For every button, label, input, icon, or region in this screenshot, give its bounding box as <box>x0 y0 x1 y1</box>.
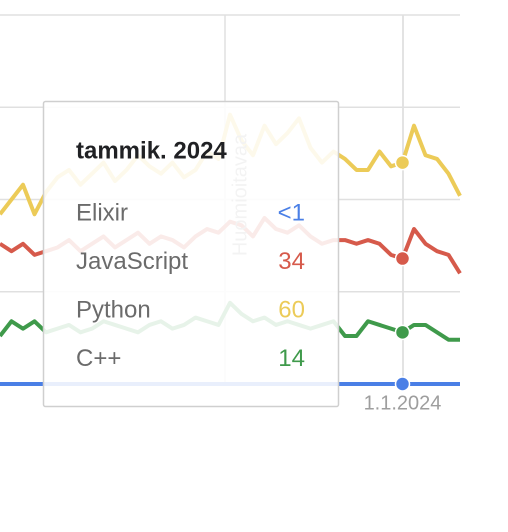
hover-dot <box>394 250 411 267</box>
hover-dot <box>394 154 411 171</box>
tooltip-series-name: JavaScript <box>76 248 188 275</box>
tooltip-series-name: C++ <box>76 345 121 372</box>
tooltip-value: <1 <box>278 199 305 226</box>
tooltip-value: 14 <box>278 345 305 372</box>
hover-dot <box>394 324 411 341</box>
x-tick-label: 1.1.2024 <box>364 392 442 414</box>
tooltip-series-name: Elixir <box>76 199 128 226</box>
tooltip-series-name: Python <box>76 296 151 323</box>
tooltip-value: 60 <box>278 296 305 323</box>
tooltip-value: 34 <box>278 248 305 275</box>
tooltip-title: tammik. 2024 <box>76 137 227 164</box>
hover-dot <box>394 376 411 392</box>
tooltip <box>42 100 340 408</box>
